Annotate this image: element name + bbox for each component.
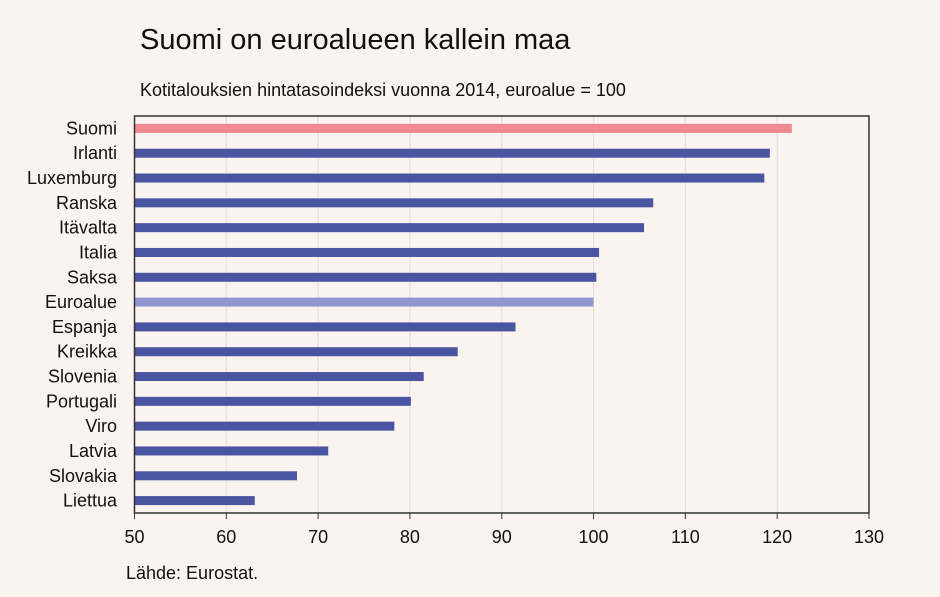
bar-viro [134,421,395,431]
plot-frame [133,115,870,514]
category-label: Ranska [56,193,118,213]
bar-italia [134,247,600,257]
bar-espanja [134,322,516,332]
chart-title: Suomi on euroalueen kallein maa [140,24,571,56]
x-tick-label: 70 [308,527,328,547]
category-label: Euroalue [45,292,117,312]
bar-latvia [134,446,329,456]
x-tick-label: 120 [762,527,792,547]
category-label: Saksa [67,267,118,287]
bar-saksa [134,272,597,282]
x-tick-label: 100 [579,527,609,547]
category-label: Portugali [46,391,117,411]
category-label: Italia [79,242,118,262]
x-tick-label: 50 [124,527,144,547]
x-tick-label: 110 [671,527,700,547]
x-tick-label: 60 [216,527,236,547]
bar-liettua [134,496,255,506]
x-tick-label: 80 [400,527,420,547]
category-label: Slovakia [49,466,118,486]
bar-suomi [134,123,792,133]
category-label: Latvia [69,441,118,461]
bar-portugali [134,396,411,406]
bar-kreikka [134,347,458,357]
bar-ranska [134,198,654,208]
bar-irlanti [134,148,770,158]
category-label: Luxemburg [27,168,117,188]
category-label: Liettua [63,491,118,511]
x-tick-label: 90 [492,527,512,547]
bar-itävalta [134,223,645,233]
bar-euroalue [134,297,594,307]
category-label: Viro [85,416,117,436]
chart-subtitle: Kotitalouksien hintatasoindeksi vuonna 2… [140,80,626,100]
bar-slovenia [134,372,424,382]
category-label: Irlanti [73,143,117,163]
category-label: Suomi [66,118,117,138]
category-label: Kreikka [57,342,118,362]
bar-slovakia [134,471,298,481]
category-label: Itävalta [59,218,118,238]
source-note: Lähde: Eurostat. [126,563,259,583]
category-label: Espanja [52,317,118,337]
x-tick-label: 130 [854,527,884,547]
bar-luxemburg [134,173,765,183]
category-label: Slovenia [48,367,118,387]
